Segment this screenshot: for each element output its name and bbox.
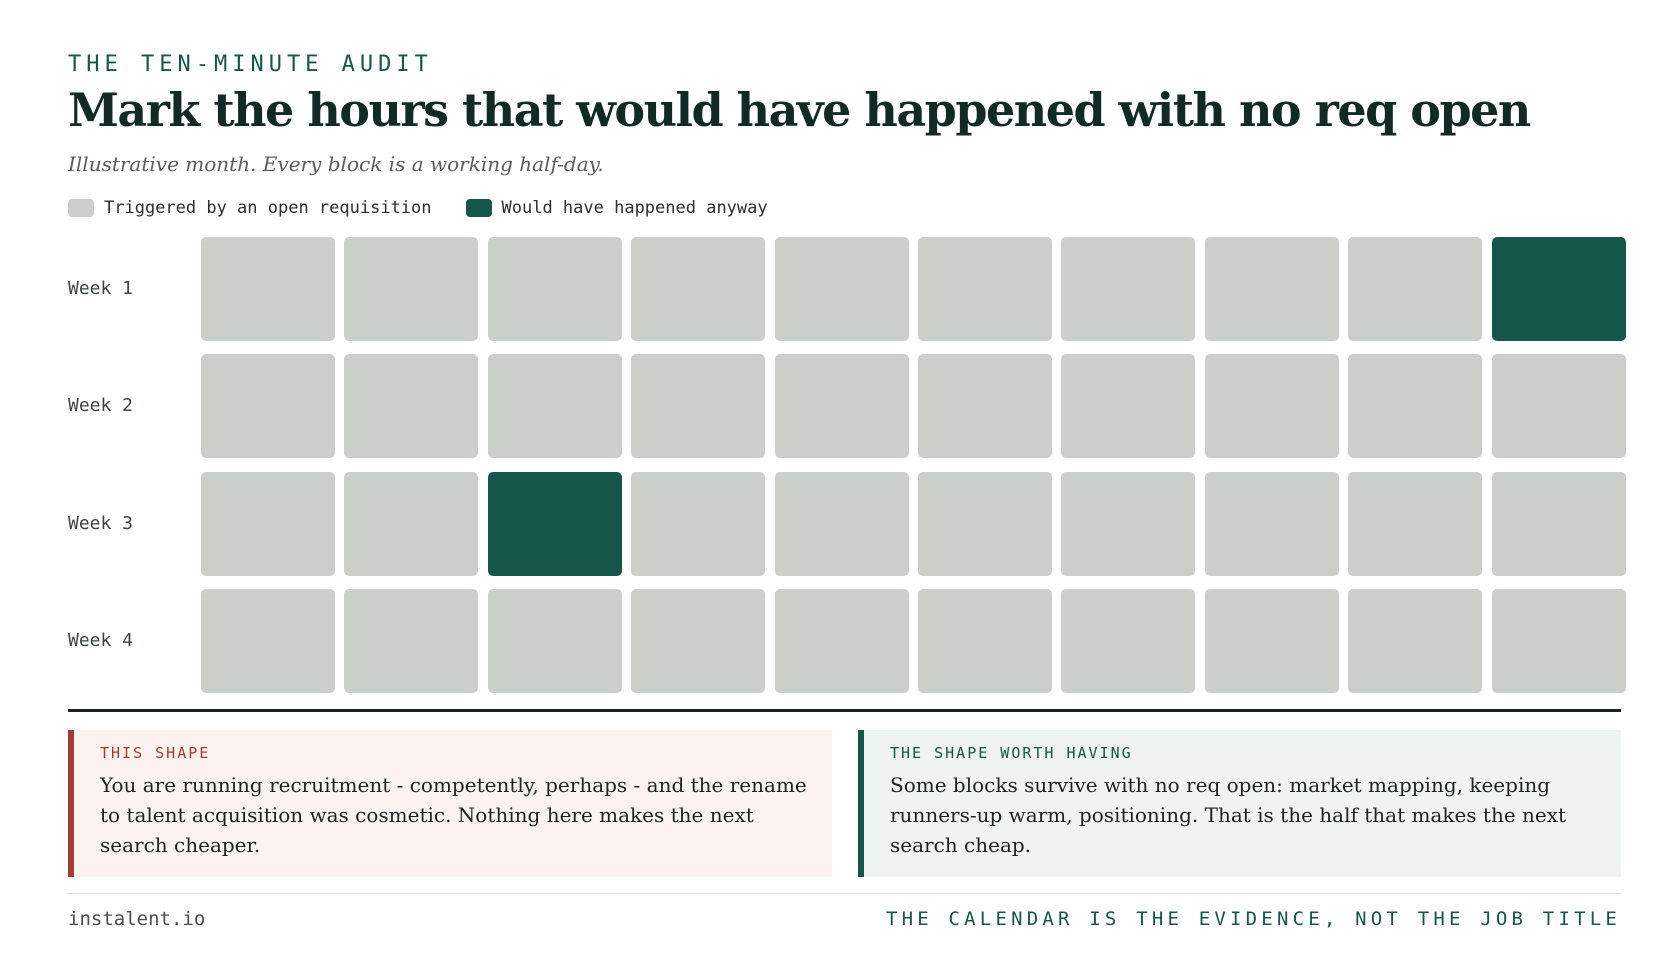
section-divider <box>68 709 1621 712</box>
block-triggered <box>1204 237 1339 341</box>
block-would-have-happened <box>1491 237 1626 341</box>
card-label: THIS SHAPE <box>100 744 211 762</box>
block-triggered <box>1348 589 1483 693</box>
card-this-shape: THIS SHAPE You are running recruitment -… <box>68 730 832 877</box>
legend-swatch-anyway <box>465 199 492 217</box>
block-triggered <box>344 237 479 341</box>
week-label: Week 3 <box>68 513 134 534</box>
block-triggered <box>201 472 335 576</box>
block-triggered <box>774 472 909 576</box>
legend-swatch-triggered <box>68 199 94 217</box>
card-text: You are running recruitment - competentl… <box>100 773 807 857</box>
week-blocks <box>201 472 1626 576</box>
block-triggered <box>631 354 766 458</box>
page-title: Mark the hours that would have happened … <box>68 83 1531 137</box>
block-triggered <box>201 589 335 693</box>
block-triggered <box>1061 354 1196 458</box>
footer-site: instalent.io <box>68 908 206 930</box>
legend-label-triggered: Triggered by an open requisition <box>104 198 432 218</box>
block-triggered <box>774 589 909 693</box>
block-triggered <box>917 237 1052 341</box>
block-triggered <box>1491 354 1626 458</box>
block-triggered <box>487 237 622 341</box>
card-label: THE SHAPE WORTH HAVING <box>890 744 1133 762</box>
block-triggered <box>1348 237 1483 341</box>
card-text: Some blocks survive with no req open: ma… <box>890 773 1567 857</box>
block-would-have-happened <box>487 472 622 576</box>
block-triggered <box>344 354 479 458</box>
block-triggered <box>1348 472 1483 576</box>
legend-item-triggered: Triggered by an open requisition <box>68 198 432 218</box>
block-triggered <box>344 472 479 576</box>
block-triggered <box>487 354 622 458</box>
legend-label-anyway: Would have happened anyway <box>501 198 768 218</box>
block-triggered <box>1204 354 1339 458</box>
week-blocks <box>201 589 1626 693</box>
block-triggered <box>774 237 909 341</box>
block-triggered <box>1061 237 1196 341</box>
block-triggered <box>917 354 1052 458</box>
page-subtitle: Illustrative month. Every block is a wor… <box>68 152 604 176</box>
block-triggered <box>201 354 335 458</box>
block-triggered <box>1204 589 1339 693</box>
block-triggered <box>631 237 766 341</box>
block-triggered <box>1491 589 1626 693</box>
card-shape-worth-having: THE SHAPE WORTH HAVING Some blocks survi… <box>858 730 1621 877</box>
week-label: Week 4 <box>68 630 134 651</box>
footer-tagline: THE CALENDAR IS THE EVIDENCE, NOT THE JO… <box>885 908 1621 930</box>
week-label: Week 1 <box>68 278 134 299</box>
block-triggered <box>1491 472 1626 576</box>
legend: Triggered by an open requisition Would h… <box>68 198 802 218</box>
block-triggered <box>1061 472 1196 576</box>
block-triggered <box>487 589 622 693</box>
block-triggered <box>917 472 1052 576</box>
block-triggered <box>201 237 335 341</box>
kicker: THE TEN-MINUTE AUDIT <box>68 52 433 77</box>
footer-divider <box>68 893 1621 894</box>
block-triggered <box>631 589 766 693</box>
block-triggered <box>344 589 479 693</box>
block-triggered <box>917 589 1052 693</box>
week-blocks <box>201 237 1626 341</box>
legend-item-anyway: Would have happened anyway <box>465 198 768 218</box>
block-triggered <box>1348 354 1483 458</box>
week-blocks <box>201 354 1626 458</box>
block-triggered <box>1204 472 1339 576</box>
week-label: Week 2 <box>68 395 134 416</box>
block-triggered <box>1061 589 1196 693</box>
block-triggered <box>774 354 909 458</box>
block-triggered <box>631 472 766 576</box>
